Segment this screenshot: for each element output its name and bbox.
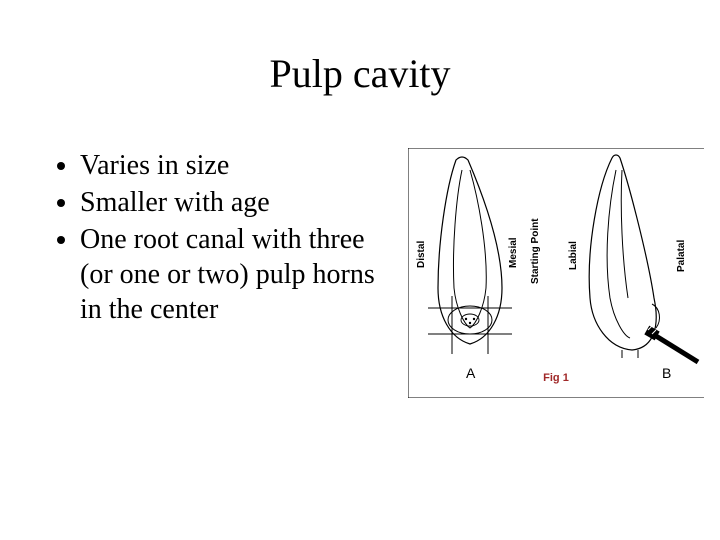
panel-label-b: B xyxy=(662,365,671,381)
bur-icon xyxy=(644,326,698,362)
bullet-list: Varies in size Smaller with age One root… xyxy=(54,148,394,329)
axis-label-mesial: Mesial xyxy=(508,237,519,268)
panel-label-a: A xyxy=(466,365,476,381)
slide: Pulp cavity Varies in size Smaller with … xyxy=(0,0,720,540)
list-item: Varies in size xyxy=(80,148,394,183)
list-item: Smaller with age xyxy=(80,185,394,220)
axis-label-labial: Labial xyxy=(568,241,579,270)
page-title: Pulp cavity xyxy=(0,50,720,97)
axis-label-distal: Distal xyxy=(416,241,427,268)
tooth-diagram: Distal Mesial Starting Point A xyxy=(408,148,704,398)
figure-caption: Fig 1 xyxy=(543,372,569,384)
axis-label-starting-point: Starting Point xyxy=(530,218,541,284)
axis-label-palatal: Palatal xyxy=(676,240,687,272)
list-item: One root canal with three (or one or two… xyxy=(80,222,394,327)
